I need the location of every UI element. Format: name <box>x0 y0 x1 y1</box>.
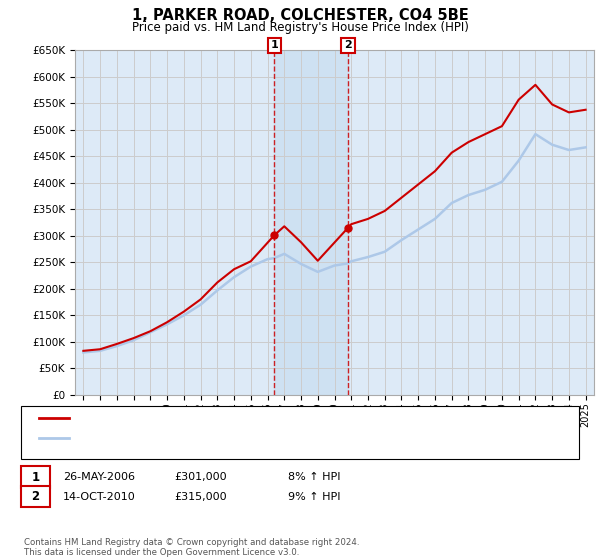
Text: 26-MAY-2006: 26-MAY-2006 <box>63 472 135 482</box>
Text: 9% ↑ HPI: 9% ↑ HPI <box>288 492 341 502</box>
Text: 1, PARKER ROAD, COLCHESTER, CO4 5BE: 1, PARKER ROAD, COLCHESTER, CO4 5BE <box>131 8 469 24</box>
Text: 1: 1 <box>31 470 40 484</box>
Text: Contains HM Land Registry data © Crown copyright and database right 2024.
This d: Contains HM Land Registry data © Crown c… <box>24 538 359 557</box>
Text: 14-OCT-2010: 14-OCT-2010 <box>63 492 136 502</box>
Text: 1, PARKER ROAD, COLCHESTER, CO4 5BE (detached house): 1, PARKER ROAD, COLCHESTER, CO4 5BE (det… <box>75 413 401 423</box>
Text: £301,000: £301,000 <box>174 472 227 482</box>
Text: 2: 2 <box>31 490 40 503</box>
Text: 1: 1 <box>271 40 278 50</box>
Text: £315,000: £315,000 <box>174 492 227 502</box>
Text: Price paid vs. HM Land Registry's House Price Index (HPI): Price paid vs. HM Land Registry's House … <box>131 21 469 34</box>
Text: HPI: Average price, detached house, Colchester: HPI: Average price, detached house, Colc… <box>75 433 335 443</box>
Bar <box>274 50 348 395</box>
Text: 8% ↑ HPI: 8% ↑ HPI <box>288 472 341 482</box>
Text: 2: 2 <box>344 40 352 50</box>
